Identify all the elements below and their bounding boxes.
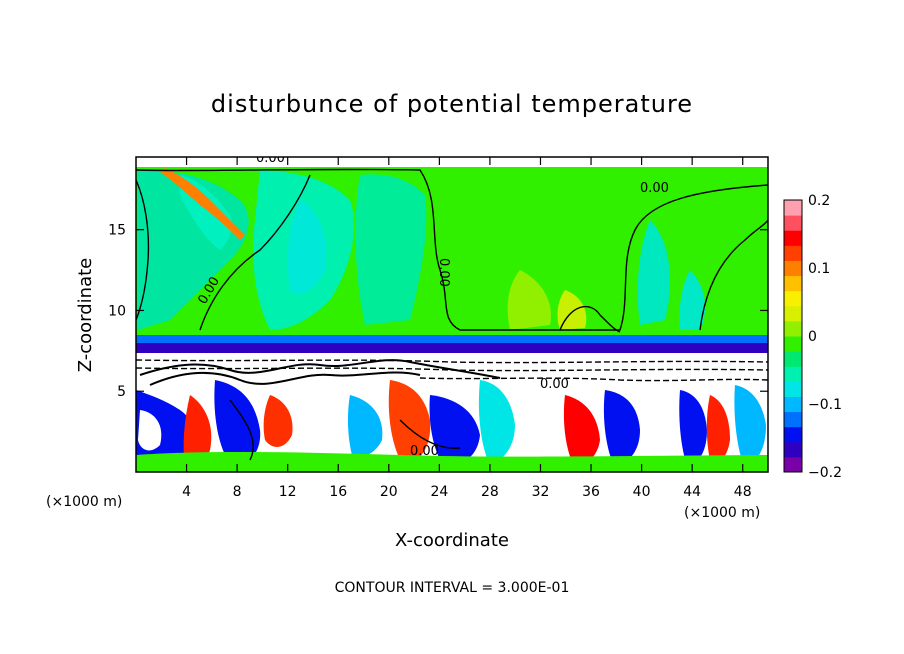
yellow-green-patch [507,270,551,330]
negative-contour [136,359,768,364]
colorbar-swatch [784,260,802,277]
red-blob [263,395,293,447]
zero-contour [199,174,311,331]
x-tick-label: 44 [683,484,701,500]
contour-label: 0.00 [540,377,569,392]
colorbar-swatch [784,275,802,292]
plot-area: 0.00 0.00 0.00 0.00 0.00 0.00 [136,151,768,472]
red-blob [563,395,600,468]
contour-label: 0.00 [640,181,669,196]
blue-blob [603,390,640,468]
blue-blob [679,390,707,468]
x-tick-label: 24 [430,484,448,500]
y-axis-label: Z-coordinate [75,258,96,373]
contour-label: 0.00 [436,258,451,287]
x-tick-label: 4 [182,484,191,500]
zero-contour [699,219,768,331]
red-blob [183,395,212,469]
white-blob [299,380,351,470]
colorbar-ticks: 0.2 0.1 0 −0.1 −0.2 [808,193,842,481]
white-blob [643,395,674,465]
contour [229,399,254,461]
colorbar-swatch [784,441,802,458]
plot-frame [135,156,769,473]
zero-contour [136,168,768,331]
bottom-green-strip [136,451,768,472]
colorbar-swatch [784,230,802,246]
chart-title: disturbunce of potential temperature [211,90,693,118]
cyan-patch [287,200,327,294]
colorbar-swatch [784,245,802,261]
x-tick-label: 12 [279,484,297,500]
colorbar-swatch [784,336,802,352]
negative-contour [136,367,768,372]
y-tick-label: 5 [117,384,126,400]
colorbar-swatch [784,456,802,473]
x-tick-label: 20 [380,484,398,500]
colorbar-swatch [784,200,802,216]
x-tick-label: 16 [329,484,347,500]
cyan-blob [734,385,766,468]
colorbar-swatch [784,411,802,428]
x-tick-label: 36 [582,484,600,500]
x-tick-label: 48 [734,484,752,500]
x-axis-ticks: 4 8 12 16 20 24 28 32 36 40 44 48 [182,157,752,500]
colorbar [784,200,802,473]
blue-blob [136,390,196,472]
contour-lines [136,168,768,461]
tropopause-band-upper [136,335,768,343]
x-tick-label: 28 [481,484,499,500]
dense-contour [149,371,421,386]
x-tick-label: 32 [532,484,550,500]
zero-contour [136,179,150,321]
lower-layer-blobs [136,380,768,472]
negative-contour [419,377,768,382]
colorbar-tick-label: 0 [808,329,817,345]
colorbar-swatch [784,320,802,337]
red-blob [706,395,730,468]
colorbar-swatch [784,426,802,443]
contour [399,419,461,449]
white-blob [518,385,560,465]
colorbar-swatch [784,305,802,322]
x-tick-label: 8 [233,484,242,500]
colorbar-swatch [784,366,802,382]
dense-contour [139,359,501,379]
contour-label: 0.00 [256,151,285,166]
x-unit-label-left: (×1000 m) [46,494,122,510]
cyan-patch [637,220,670,325]
red-blob [388,380,431,468]
cyan-blob [347,395,383,457]
y-tick-label: 10 [108,303,126,319]
blue-blob [429,395,480,468]
colorbar-swatch [784,351,802,367]
cyan-blob [478,380,515,465]
upper-boundary-band [136,157,768,167]
colorbar-swatch [784,215,802,231]
x-unit-label-right: (×1000 m) [684,505,760,521]
contour-interval-label: CONTOUR INTERVAL = 3.000E-01 [335,580,570,596]
cyan-patch [679,270,706,330]
x-tick-label: 40 [633,484,651,500]
y-axis-ticks: 5 10 15 [108,223,768,400]
x-axis-label: X-coordinate [395,530,509,551]
colorbar-swatch [784,381,802,397]
blue-blob [214,380,261,470]
y-tick-label: 15 [108,223,126,239]
colorbar-swatch [784,290,802,307]
colorbar-tick-label: 0.1 [808,261,830,277]
colorbar-swatch [784,396,802,413]
zero-contour [559,305,621,333]
colorbar-tick-label: −0.2 [808,465,842,481]
white-blob [138,410,162,451]
colorbar-tick-label: 0.2 [808,193,830,209]
contour-label: 0.00 [410,444,439,459]
warm-streak [160,168,245,240]
cyan-patch [355,174,427,325]
upper-layer-patches [138,170,706,330]
colorbar-tick-label: −0.1 [808,397,842,413]
tropopause-band-lower [136,343,768,353]
colorbar-frame [783,199,803,473]
